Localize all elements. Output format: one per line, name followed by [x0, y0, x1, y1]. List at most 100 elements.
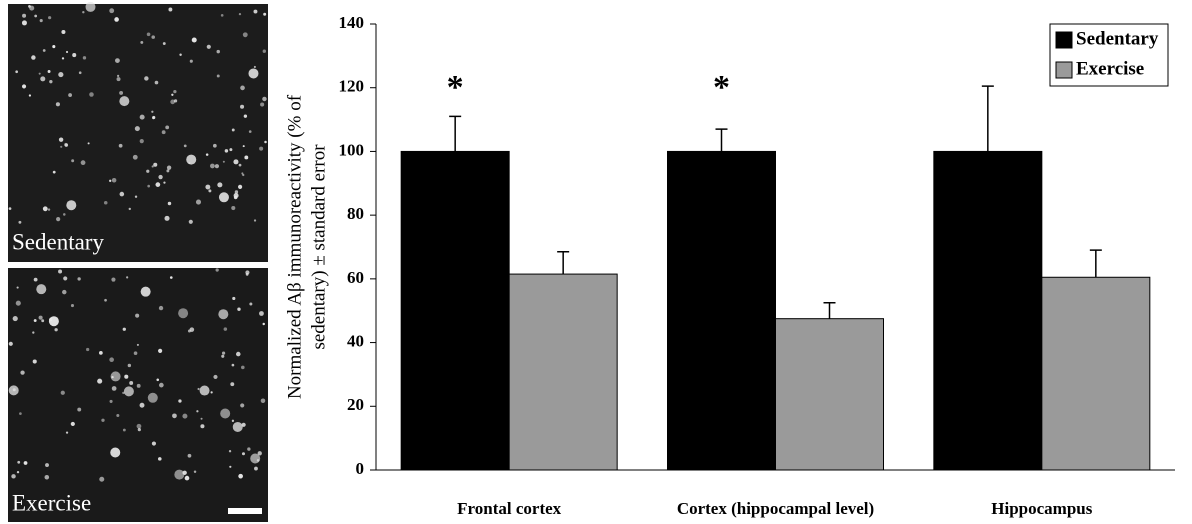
- speckle: [184, 475, 190, 481]
- speckle: [188, 219, 193, 224]
- speckle: [48, 16, 52, 20]
- speckle: [19, 412, 22, 415]
- error-bar: [715, 128, 728, 152]
- speckle: [28, 94, 32, 97]
- speckle: [167, 201, 172, 206]
- speckle: [41, 319, 45, 323]
- speckle: [140, 40, 144, 44]
- speckle: [45, 463, 49, 468]
- speckle: [242, 32, 248, 38]
- speckle: [183, 144, 187, 148]
- speckle: [97, 378, 103, 384]
- speckle: [58, 71, 64, 78]
- speckle: [109, 8, 115, 14]
- error-bar: [981, 85, 994, 152]
- bar: [508, 273, 618, 471]
- panel-label: Sedentary: [12, 229, 104, 254]
- panel-label: Exercise: [12, 490, 91, 515]
- speckle: [119, 90, 124, 95]
- micrograph-panel: [8, 268, 268, 522]
- speckle: [15, 300, 21, 306]
- speckle: [205, 153, 209, 156]
- speckle: [241, 422, 246, 427]
- speckle: [166, 165, 172, 170]
- speckle: [38, 315, 43, 320]
- speckle: [87, 142, 90, 145]
- speckle: [109, 179, 112, 183]
- speckle: [77, 407, 82, 412]
- speckle: [111, 177, 117, 183]
- speckle: [114, 17, 119, 22]
- speckle: [61, 57, 65, 60]
- speckle: [262, 322, 265, 326]
- speckle: [126, 276, 129, 279]
- speckle: [216, 74, 220, 78]
- speckle: [29, 5, 35, 11]
- speckle: [115, 58, 120, 64]
- speckle: [257, 451, 262, 456]
- bar: [933, 150, 1043, 471]
- speckle: [224, 149, 229, 153]
- y-tick-label: 80: [347, 204, 364, 223]
- speckle: [36, 284, 47, 295]
- speckle: [234, 190, 239, 194]
- speckle: [247, 447, 251, 451]
- speckle: [109, 357, 114, 363]
- speckle: [179, 53, 182, 56]
- speckle: [52, 45, 56, 49]
- speckle: [163, 181, 166, 184]
- speckle: [122, 327, 126, 331]
- y-tick-label: 0: [356, 459, 365, 478]
- speckle: [210, 163, 215, 169]
- speckle: [33, 319, 37, 322]
- speckle: [104, 298, 107, 302]
- speckle: [146, 169, 150, 173]
- speckle: [144, 76, 149, 81]
- speckle: [155, 182, 161, 187]
- speckle: [123, 386, 134, 397]
- speckle: [166, 169, 170, 173]
- speckle: [136, 423, 142, 429]
- speckle: [58, 137, 64, 142]
- speckle: [232, 421, 243, 432]
- scale-bar: [228, 508, 262, 514]
- speckle: [151, 441, 157, 446]
- speckle: [49, 79, 53, 84]
- speckle: [101, 418, 105, 422]
- speckle: [231, 419, 235, 422]
- speckle: [242, 145, 245, 148]
- speckle: [65, 50, 69, 54]
- speckle: [33, 277, 38, 282]
- speckle: [165, 125, 170, 130]
- speckle: [153, 162, 158, 167]
- speckle: [243, 114, 248, 118]
- speckle: [172, 413, 177, 419]
- speckle: [215, 268, 219, 272]
- speckle: [21, 20, 27, 26]
- y-axis-label: sedentary) ± standard error: [308, 144, 329, 350]
- speckle: [47, 208, 51, 211]
- speckle: [216, 49, 220, 54]
- speckle: [174, 469, 185, 480]
- speckle: [137, 427, 141, 432]
- speckle: [32, 331, 35, 334]
- speckle: [65, 431, 69, 434]
- speckle: [116, 77, 121, 82]
- speckle: [191, 37, 197, 43]
- speckle: [238, 163, 242, 167]
- speckle: [189, 59, 193, 63]
- speckle: [186, 154, 197, 165]
- speckle: [218, 192, 229, 203]
- speckle: [40, 76, 46, 82]
- speckle: [253, 219, 257, 222]
- speckle: [259, 146, 264, 151]
- speckle: [248, 130, 252, 133]
- speckle: [61, 30, 66, 35]
- speckle: [221, 354, 225, 358]
- speckle: [109, 399, 113, 403]
- speckle: [238, 473, 243, 479]
- speckle: [221, 351, 226, 355]
- speckle: [32, 359, 37, 364]
- speckle: [230, 382, 235, 387]
